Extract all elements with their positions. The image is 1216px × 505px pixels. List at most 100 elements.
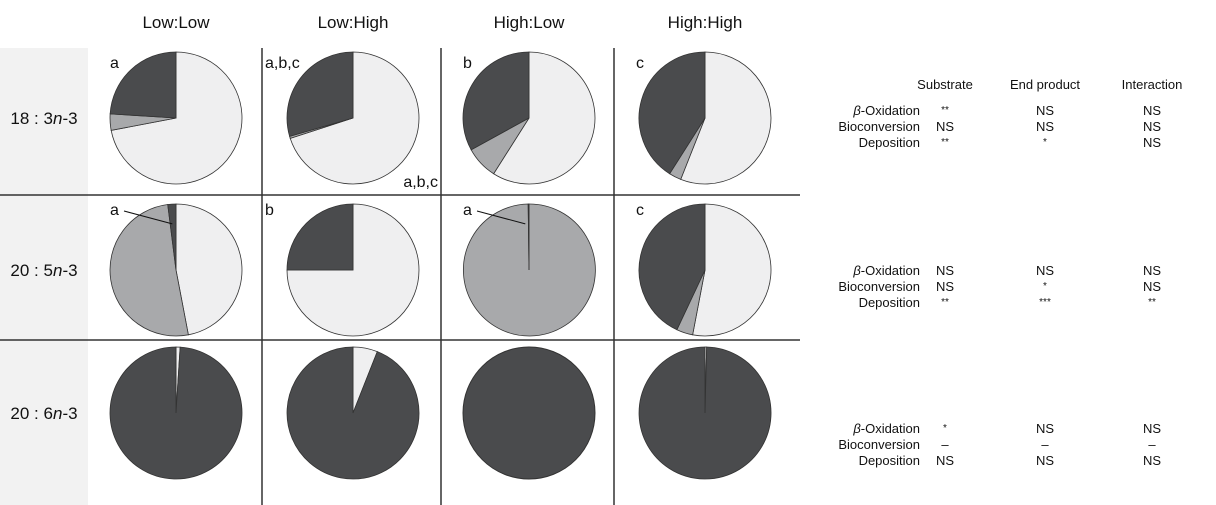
significance-letter: b bbox=[265, 202, 274, 219]
leader-line bbox=[123, 210, 173, 225]
significance-letter: c bbox=[636, 55, 644, 72]
significance-letter: c bbox=[636, 202, 644, 219]
pie-slice-dark bbox=[638, 203, 706, 331]
row-label: 20 : 5n-3 bbox=[10, 261, 77, 280]
stats-value: NS bbox=[1142, 103, 1162, 118]
stats-row-text: Bioconversion bbox=[838, 279, 920, 294]
pie-grid: Low:Low Low:High High:Low High:High 18 : 3n-… bbox=[0, 13, 800, 505]
stats-grid: Substrate End product Interaction β-Oxidati… bbox=[790, 0, 1216, 505]
row-label-cell bbox=[0, 195, 88, 340]
column-header: Low:High bbox=[318, 13, 389, 32]
stats-value: – bbox=[1148, 437, 1156, 452]
stats-value: NS bbox=[1035, 119, 1055, 134]
stats-row: β-Oxidation ** NS NS bbox=[790, 102, 1216, 120]
stats-row-label: Bioconversion bbox=[790, 278, 920, 296]
stats-value: ** bbox=[941, 297, 949, 308]
stats-row-label: Deposition bbox=[790, 294, 920, 312]
stats-row: Deposition ** *** ** bbox=[790, 294, 1216, 312]
stats-value: NS bbox=[1035, 453, 1055, 468]
significance-letter: a bbox=[110, 202, 119, 219]
stats-row-label: Bioconversion bbox=[790, 118, 920, 136]
pie-slice-dark bbox=[286, 51, 354, 137]
stats-value: NS bbox=[935, 263, 955, 278]
stats-row-label: β-Oxidation bbox=[790, 420, 920, 438]
stats-row-label: β-Oxidation bbox=[790, 102, 920, 120]
stats-value: NS bbox=[1035, 421, 1055, 436]
stats-value: NS bbox=[1142, 453, 1162, 468]
stats-column-header: Substrate bbox=[917, 77, 973, 92]
stats-row-text: Bioconversion bbox=[838, 437, 920, 452]
significance-letter: a bbox=[110, 55, 119, 72]
stats-row-text: Deposition bbox=[858, 453, 920, 468]
stats-row-text: -Oxidation bbox=[860, 421, 920, 436]
stats-value: NS bbox=[1142, 421, 1162, 436]
stats-value: NS bbox=[1142, 135, 1162, 150]
row-label-cell bbox=[0, 340, 88, 505]
stats-row-text: -Oxidation bbox=[860, 103, 920, 118]
stats-value: NS bbox=[1035, 263, 1055, 278]
stats-row-label: β-Oxidation bbox=[790, 262, 920, 280]
stats-value: * bbox=[1043, 137, 1047, 148]
stats-value: NS bbox=[1035, 103, 1055, 118]
stats-value: NS bbox=[1142, 263, 1162, 278]
pie-slice-dark bbox=[167, 203, 177, 271]
stats-row: β-Oxidation * NS NS bbox=[790, 420, 1216, 438]
leader-line bbox=[476, 210, 526, 225]
pie-slice-light bbox=[286, 203, 420, 337]
stats-value: – bbox=[941, 437, 949, 452]
stats-column-header: Interaction bbox=[1121, 77, 1183, 92]
greek-beta: β bbox=[853, 263, 861, 278]
greek-beta: β bbox=[853, 421, 861, 436]
pie-slice-light bbox=[175, 203, 243, 336]
pie-slice-light bbox=[110, 51, 243, 185]
stats-row-text: -Oxidation bbox=[860, 263, 920, 278]
pie-slice-dark bbox=[286, 203, 354, 271]
stats-row: Bioconversion NS NS NS bbox=[790, 118, 1216, 136]
pie-slice-dark bbox=[527, 203, 530, 271]
pie-slice-dark bbox=[109, 346, 243, 480]
pie-slice-mid bbox=[109, 204, 189, 337]
stats-value: *** bbox=[1039, 297, 1051, 308]
stats-row-label: Deposition bbox=[790, 134, 920, 152]
pie-slice-dark bbox=[109, 51, 177, 119]
stats-value: NS bbox=[935, 453, 955, 468]
column-header: High:High bbox=[668, 13, 743, 32]
stats-column-header: End product bbox=[1009, 77, 1081, 92]
stats-row: Bioconversion NS * NS bbox=[790, 278, 1216, 296]
row-label: 20 : 6n-3 bbox=[10, 404, 77, 423]
stats-row-text: Bioconversion bbox=[838, 119, 920, 134]
stats-value: * bbox=[1043, 281, 1047, 292]
stats-row-label: Deposition bbox=[790, 452, 920, 470]
column-header: Low:Low bbox=[142, 13, 210, 32]
row-label-cell bbox=[0, 48, 88, 195]
stats-row: Deposition ** * NS bbox=[790, 134, 1216, 152]
significance-letter: a,b,c bbox=[265, 55, 300, 72]
stats-value: NS bbox=[1142, 119, 1162, 134]
column-header: High:Low bbox=[494, 13, 566, 32]
stats-row: β-Oxidation NS NS NS bbox=[790, 262, 1216, 280]
pie-slice-dark bbox=[638, 346, 772, 480]
significance-letter: a bbox=[463, 202, 472, 219]
greek-beta: β bbox=[853, 103, 861, 118]
pie-slice-light bbox=[493, 51, 596, 185]
stats-value: ** bbox=[941, 137, 949, 148]
pie-slice-light bbox=[289, 51, 420, 185]
stats-value: NS bbox=[1142, 279, 1162, 294]
stats-row-text: Deposition bbox=[858, 135, 920, 150]
stats-row-text: Deposition bbox=[858, 295, 920, 310]
pie-slice-light bbox=[680, 51, 772, 185]
stats-value: ** bbox=[941, 105, 949, 116]
stats-row-label: Bioconversion bbox=[790, 436, 920, 454]
pie-slice-dark bbox=[462, 51, 530, 151]
significance-letter: b bbox=[463, 55, 472, 72]
row-label: 18 : 3n-3 bbox=[10, 109, 77, 128]
pie-slice-dark bbox=[286, 346, 420, 480]
stats-value: – bbox=[1041, 437, 1049, 452]
pie-slice-light bbox=[692, 203, 772, 337]
stats-row: Bioconversion – – – bbox=[790, 436, 1216, 454]
stats-row: Deposition NS NS NS bbox=[790, 452, 1216, 470]
pie-slice-dark bbox=[638, 51, 706, 175]
significance-letter: a,b,c bbox=[403, 174, 438, 191]
stats-value: * bbox=[943, 423, 947, 434]
stats-value: NS bbox=[935, 119, 955, 134]
